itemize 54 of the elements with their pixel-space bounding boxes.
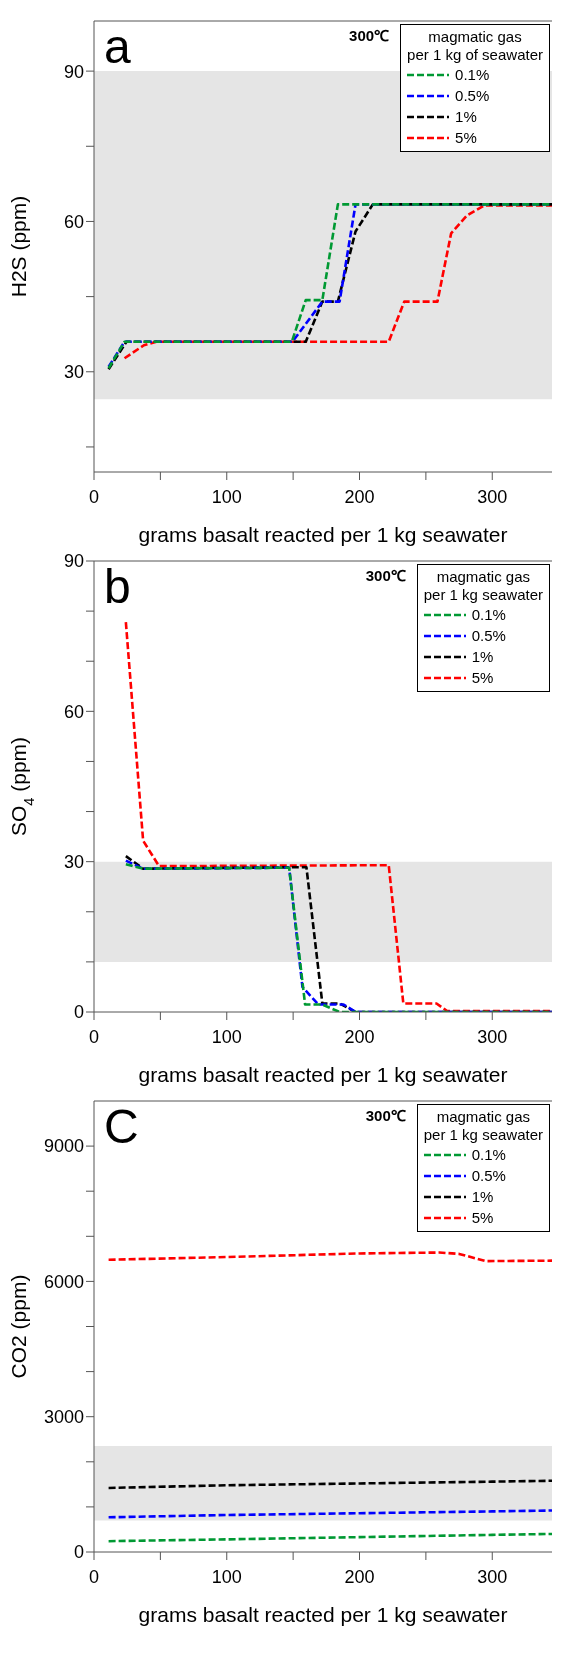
y-tick-label: 0 (73, 1002, 84, 1023)
x-tick-label: 200 (344, 486, 375, 507)
legend-label: 5% (455, 128, 477, 148)
x-tick-label: 0 (88, 1026, 100, 1047)
legend-label: 1% (455, 107, 477, 127)
x-axis-title: grams basalt reacted per 1 kg seawater (138, 1063, 508, 1086)
legend-label: 0.1% (471, 605, 506, 625)
annotation: C (104, 1100, 139, 1153)
legend-label: 0.1% (471, 1145, 506, 1165)
legend-label: 1% (471, 647, 494, 667)
y-tick-label: 30 (63, 852, 84, 873)
x-axis-title: grams basalt reacted per 1 kg seawater (138, 1603, 508, 1626)
line-series (107, 1479, 552, 1490)
y-tick-label: 60 (63, 701, 84, 722)
x-tick-label: 100 (211, 1566, 242, 1587)
y-tick-label: 6000 (43, 1271, 84, 1292)
legend-label: 0.1% (455, 65, 490, 85)
x-axis-title: grams basalt reacted per 1 kg seawater (138, 523, 508, 546)
legend-label: 5% (471, 668, 494, 688)
x-tick-label: 300 (477, 486, 508, 507)
y-axis-title: CO2 (ppm) (7, 1274, 30, 1379)
legend-label: 0.5% (471, 1166, 506, 1186)
x-tick-label: 300 (477, 1026, 508, 1047)
legend-label: 5% (471, 1208, 494, 1228)
y-tick-label: 3000 (43, 1407, 84, 1428)
line-series (107, 1509, 552, 1519)
line-series (124, 620, 552, 1012)
y-tick-label: 60 (63, 211, 84, 232)
annotation: 300℃ (365, 566, 406, 586)
y-tick-label: 30 (63, 362, 84, 383)
x-tick-label: 100 (211, 486, 242, 507)
annotation: 300℃ (349, 26, 390, 46)
x-tick-label: 200 (344, 1026, 375, 1047)
y-axis-title: H2S (ppm) (7, 195, 30, 298)
y-tick-label: 9000 (43, 1136, 84, 1157)
x-tick-label: 100 (211, 1026, 242, 1047)
line-series (107, 1251, 552, 1263)
legend-label: 0.5% (471, 626, 506, 646)
x-tick-label: 0 (88, 1566, 100, 1587)
legend-title: magmatic gas per 1 kg seawater (423, 568, 543, 604)
legend-title: magmatic gas per 1 kg seawater (423, 1108, 543, 1144)
x-tick-label: 0 (88, 486, 100, 507)
y-tick-label: 90 (63, 61, 84, 82)
y-tick-label: 90 (63, 551, 84, 572)
legend-title: magmatic gas per 1 kg of seawater (407, 28, 543, 64)
annotation: b (104, 560, 131, 613)
legend-label: 0.5% (455, 86, 490, 106)
annotation: a (104, 20, 131, 73)
y-tick-label: 0 (73, 1542, 84, 1563)
x-tick-label: 200 (344, 1566, 375, 1587)
annotation: 300℃ (365, 1106, 406, 1126)
x-tick-label: 300 (477, 1566, 508, 1587)
line-series (107, 1532, 552, 1543)
legend-label: 1% (471, 1187, 494, 1207)
